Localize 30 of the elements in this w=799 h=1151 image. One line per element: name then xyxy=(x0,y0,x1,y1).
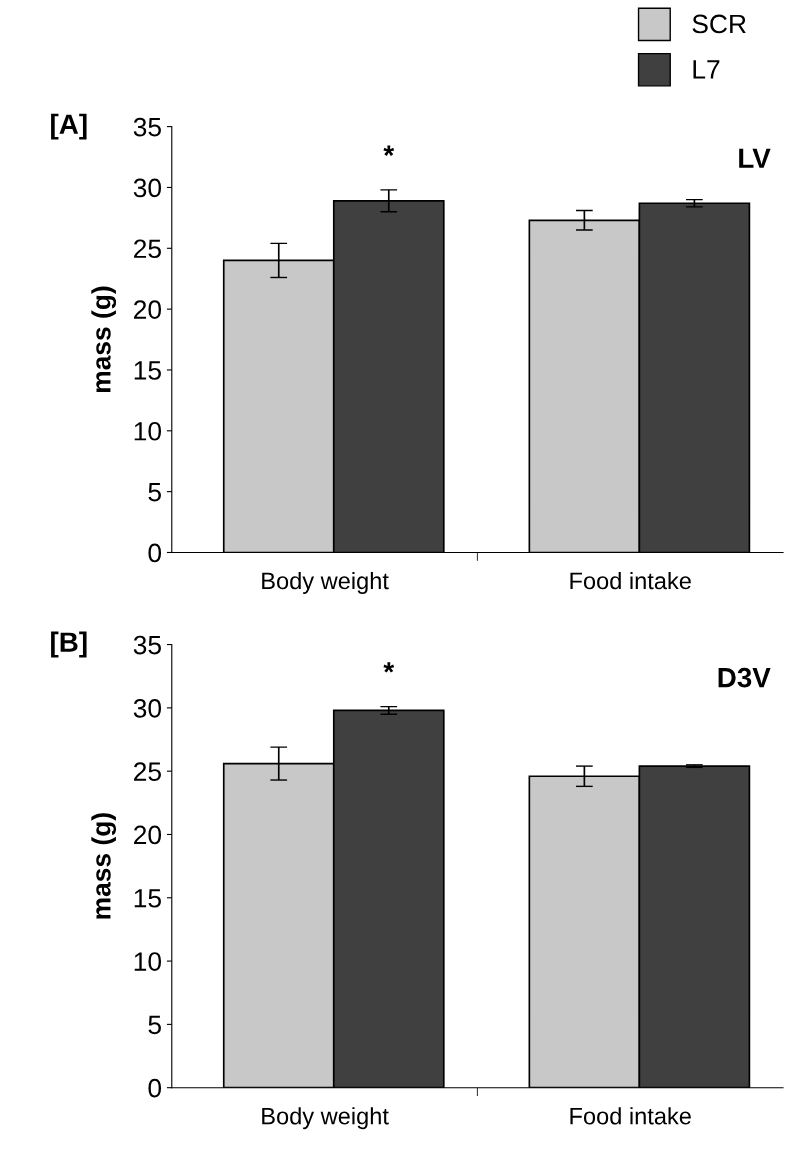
y-tick-label: 35 xyxy=(133,117,161,137)
legend-label: SCR xyxy=(692,14,746,34)
annotation: LV xyxy=(739,148,771,168)
y-tick-label: 35 xyxy=(133,635,161,655)
y-tick-label: 20 xyxy=(134,300,162,319)
y-tick-label: 10 xyxy=(134,952,162,971)
y-tick-label: 15 xyxy=(134,889,161,908)
x-tick-label: Food intake xyxy=(570,1107,691,1125)
y-tick-label: 10 xyxy=(134,421,162,441)
y-tick-label: 25 xyxy=(134,239,161,259)
x-tick-label: Food intake xyxy=(570,571,691,590)
y-tick-label: 20 xyxy=(134,825,162,845)
annotation: * xyxy=(383,662,395,673)
text: [A] xyxy=(51,113,87,140)
x-tick-label: Body weight xyxy=(262,571,389,594)
y-axis-title: mass (g) xyxy=(91,286,117,393)
y-axis-title: mass (g) xyxy=(91,813,117,919)
y-tick-label: 25 xyxy=(134,762,161,781)
y-tick-label: 5 xyxy=(148,483,161,502)
text: [B] xyxy=(51,631,87,658)
legend-label: L7 xyxy=(693,60,720,79)
annotation: D3V xyxy=(718,667,771,688)
y-tick-label: 15 xyxy=(134,361,161,380)
y-tick-label: 0 xyxy=(148,1078,162,1098)
y-tick-label: 5 xyxy=(148,1015,161,1035)
y-tick-label: 30 xyxy=(133,178,162,198)
y-tick-label: 0 xyxy=(148,543,162,563)
x-tick-label: Body weight xyxy=(262,1107,389,1130)
y-tick-label: 30 xyxy=(133,699,162,718)
annotation: * xyxy=(383,145,395,156)
